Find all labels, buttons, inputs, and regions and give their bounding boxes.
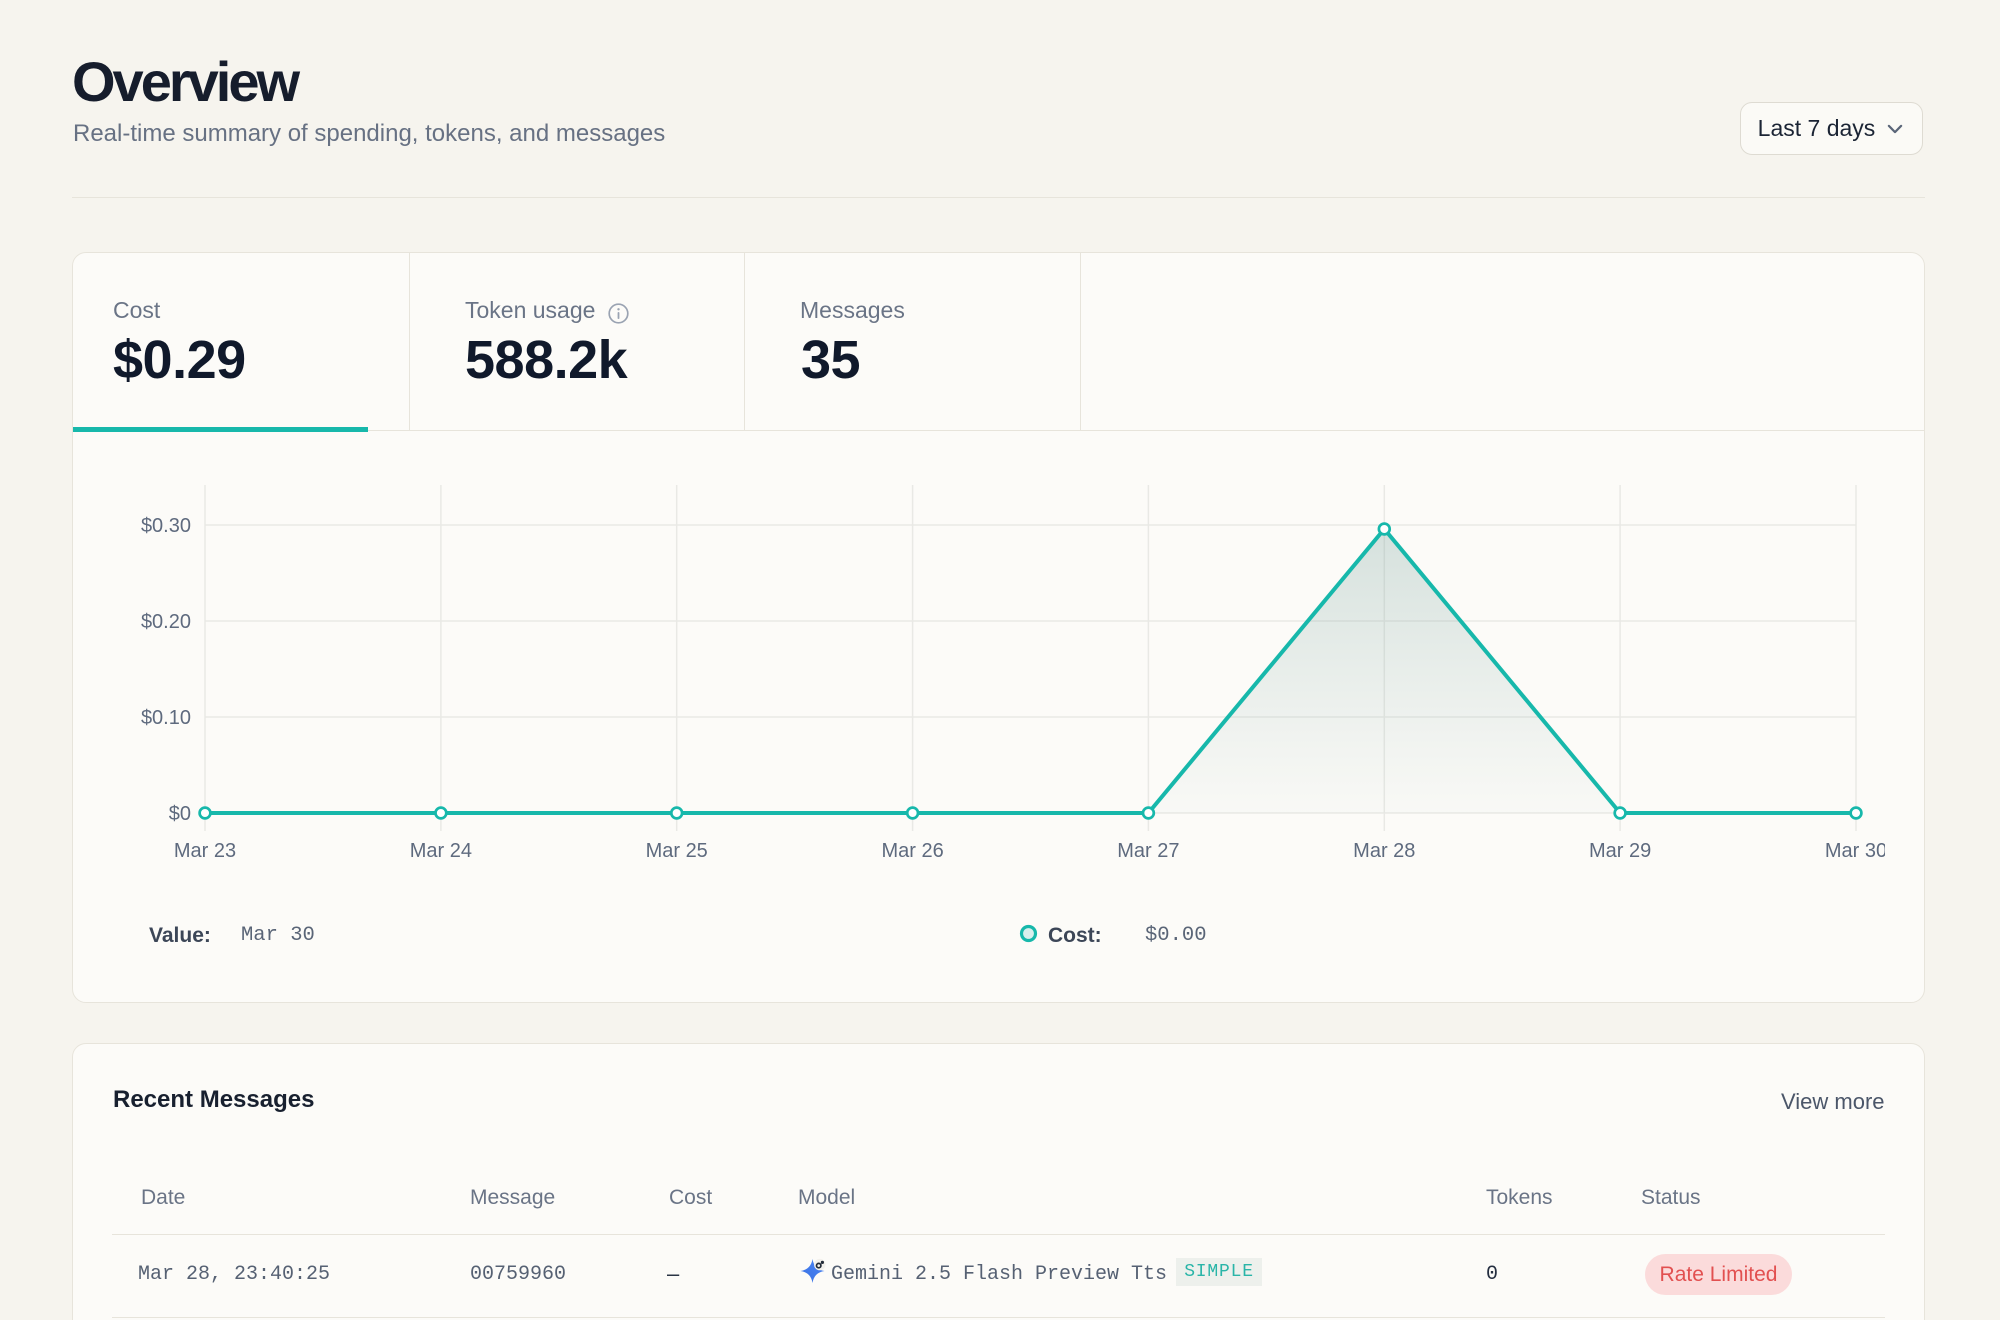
svg-text:$0.10: $0.10 xyxy=(141,707,191,729)
svg-text:Mar 30: Mar 30 xyxy=(1825,840,1885,862)
svg-text:Mar 25: Mar 25 xyxy=(646,840,708,862)
svg-text:Mar 24: Mar 24 xyxy=(410,840,472,862)
svg-text:Mar 28: Mar 28 xyxy=(1353,840,1415,862)
svg-text:Mar 23: Mar 23 xyxy=(174,840,236,862)
svg-text:Mar 29: Mar 29 xyxy=(1589,840,1651,862)
svg-text:Mar 27: Mar 27 xyxy=(1117,840,1179,862)
svg-text:Mar 26: Mar 26 xyxy=(881,840,943,862)
svg-text:$0.20: $0.20 xyxy=(141,611,191,633)
svg-text:$0: $0 xyxy=(169,803,191,825)
svg-text:$0.30: $0.30 xyxy=(141,515,191,537)
